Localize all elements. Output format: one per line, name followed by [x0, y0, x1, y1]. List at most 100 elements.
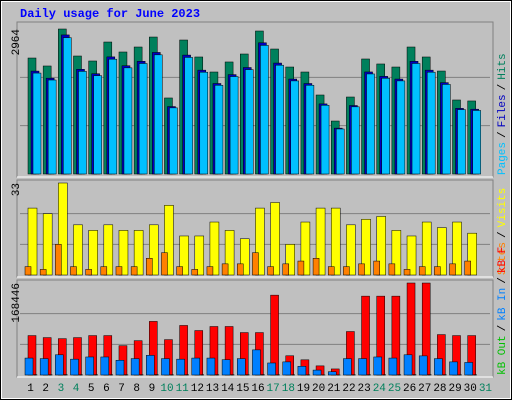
bar	[229, 76, 239, 175]
bar	[24, 357, 34, 376]
bar	[343, 266, 350, 276]
x-tick-label: 4	[73, 383, 80, 395]
bar	[191, 269, 199, 276]
legend-separator: /	[497, 84, 509, 91]
bar	[161, 358, 170, 376]
x-tick-label: 6	[103, 383, 110, 395]
bar	[457, 109, 466, 175]
bar	[88, 230, 98, 276]
legend-entry: Pages	[497, 142, 509, 175]
bar	[442, 84, 451, 175]
bar	[406, 235, 417, 276]
bar	[176, 266, 183, 276]
bar	[133, 230, 144, 276]
bar	[358, 263, 365, 276]
bar	[381, 78, 390, 175]
bar	[154, 54, 163, 175]
x-tick-label: 16	[251, 383, 264, 395]
bar	[388, 357, 398, 376]
bar	[103, 224, 114, 276]
legend-entry: Files	[497, 94, 509, 127]
bar	[312, 369, 322, 376]
x-tick-label: 22	[342, 383, 355, 395]
bar	[70, 358, 79, 376]
bar	[464, 362, 473, 376]
bar	[39, 269, 47, 276]
chart-title: Daily usage for June 2023	[20, 7, 200, 21]
x-tick-label: 10	[160, 383, 173, 395]
bar	[305, 85, 315, 175]
legend-entry: Sites	[497, 242, 509, 275]
legend-separator: /	[497, 231, 509, 238]
bar	[130, 358, 140, 376]
y-max-label: 2964	[11, 29, 23, 56]
bar	[221, 263, 229, 276]
bar	[449, 361, 458, 376]
bar	[346, 224, 356, 276]
x-tick-label: 31	[479, 383, 493, 395]
bar	[403, 354, 413, 376]
x-tick-label: 26	[403, 383, 416, 395]
x-tick-label: 30	[464, 383, 477, 395]
bar	[472, 110, 481, 175]
x-tick-label: 5	[88, 383, 95, 395]
x-tick-label: 1	[27, 383, 34, 395]
bar	[343, 358, 352, 376]
bar	[320, 105, 330, 175]
bar	[100, 356, 110, 376]
bar	[373, 260, 380, 276]
bar	[452, 221, 462, 276]
bar	[297, 366, 307, 376]
legend: kB Out / kB In / kB F	[497, 247, 509, 375]
bar	[434, 266, 441, 276]
x-tick-label: 24	[373, 383, 387, 395]
x-tick-label: 9	[149, 383, 156, 395]
bar	[115, 360, 125, 376]
bar	[55, 244, 62, 276]
bar	[206, 357, 216, 376]
legend-entry: Hits	[497, 53, 509, 79]
bar	[146, 355, 155, 376]
x-tick-label: 15	[236, 383, 249, 395]
bar	[403, 269, 411, 276]
bar	[214, 85, 224, 175]
bar	[85, 356, 94, 376]
bar	[351, 106, 360, 175]
bar	[426, 71, 436, 175]
legend-entry: kB F	[497, 247, 509, 273]
x-tick-label: 29	[448, 383, 461, 395]
bar	[252, 349, 261, 376]
bar	[285, 244, 295, 276]
x-tick-label: 23	[358, 383, 371, 395]
bar	[224, 230, 235, 276]
x-tick-label: 11	[176, 383, 190, 395]
bar	[376, 216, 386, 276]
bar	[464, 260, 471, 276]
x-tick-label: 3	[58, 383, 65, 395]
legend-entry: kB In	[497, 288, 509, 321]
y-max-label: 168446	[11, 283, 23, 323]
bar	[297, 260, 305, 276]
bar	[290, 80, 299, 175]
bar	[118, 230, 129, 276]
bar	[199, 71, 209, 175]
bar	[130, 266, 138, 276]
x-tick-label: 25	[388, 383, 401, 395]
bar	[388, 263, 396, 276]
bar	[194, 235, 205, 276]
bar	[267, 266, 274, 276]
bar	[411, 63, 421, 175]
legend-separator: /	[497, 325, 509, 332]
bar	[73, 224, 83, 276]
legend-entry: Visits	[497, 188, 509, 228]
bar	[123, 67, 133, 175]
x-tick-label: 20	[312, 383, 325, 395]
bar	[27, 207, 38, 276]
x-tick-label: 13	[206, 383, 219, 395]
bar	[315, 207, 326, 276]
bar	[467, 232, 477, 276]
bar	[169, 107, 178, 175]
bar	[275, 64, 284, 175]
bar	[252, 252, 259, 276]
